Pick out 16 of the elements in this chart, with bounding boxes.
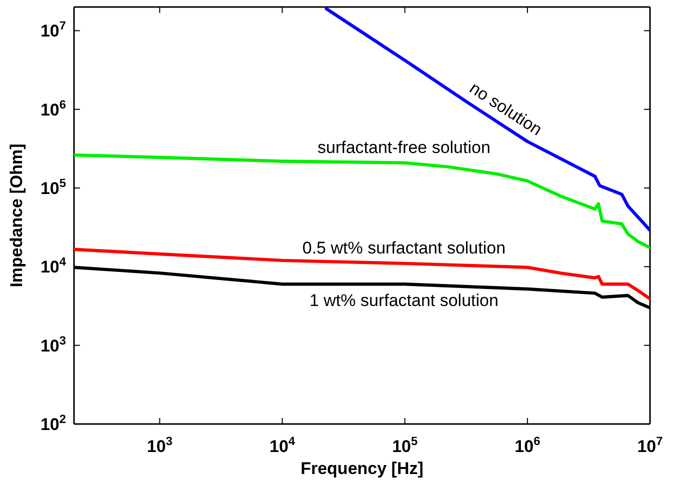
x-tick-label: 10$^{5}$	[392, 434, 418, 456]
series-label: 0.5 wt% surfactant solution	[302, 238, 506, 258]
x-axis-title: Frequency [Hz]	[300, 459, 424, 478]
series-label: 1 wt% surfactant solution	[309, 291, 498, 310]
x-tick-label: 10$^{3}$	[146, 434, 173, 456]
y-tick-label: 10$^{6}$	[40, 97, 66, 120]
y-tick-label: 10$^{4}$	[40, 254, 66, 277]
y-tick-label: 10$^{7}$	[40, 18, 66, 41]
x-tick-label: 10$^{6}$	[514, 434, 541, 456]
x-tick-label: 10$^{4}$	[269, 434, 296, 456]
y-tick-label: 10$^{2}$	[40, 412, 66, 434]
y-tick-label: 10$^{5}$	[40, 176, 66, 198]
x-tick-label: 10$^{7}$	[637, 434, 664, 456]
y-axis-title: Impedance [Ohm]	[7, 144, 26, 288]
series-label: surfactant-free solution	[318, 138, 490, 157]
y-tick-label: 10$^{3}$	[40, 333, 66, 356]
